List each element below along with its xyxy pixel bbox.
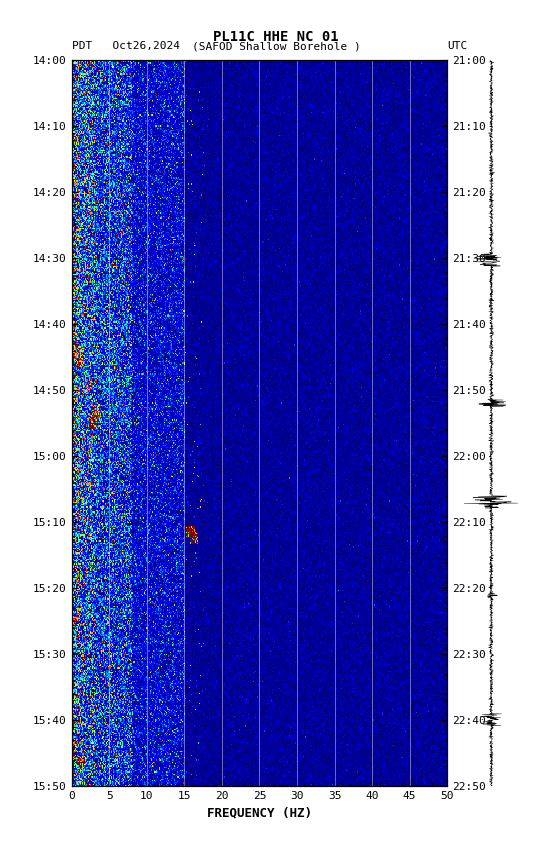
Text: UTC: UTC xyxy=(447,41,468,52)
Text: (SAFOD Shallow Borehole ): (SAFOD Shallow Borehole ) xyxy=(192,41,360,52)
X-axis label: FREQUENCY (HZ): FREQUENCY (HZ) xyxy=(207,807,312,820)
Text: PDT   Oct26,2024: PDT Oct26,2024 xyxy=(72,41,180,52)
Text: PL11C HHE NC 01: PL11C HHE NC 01 xyxy=(213,30,339,44)
